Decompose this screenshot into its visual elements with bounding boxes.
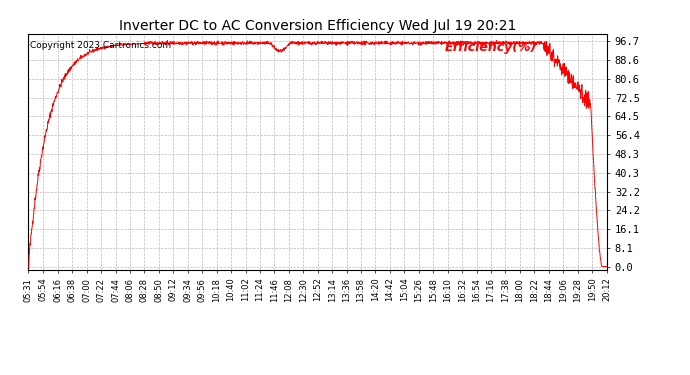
Text: Copyright 2023 Cartronics.com: Copyright 2023 Cartronics.com [30, 41, 172, 50]
Text: Efficiency(%): Efficiency(%) [445, 41, 537, 54]
Title: Inverter DC to AC Conversion Efficiency Wed Jul 19 20:21: Inverter DC to AC Conversion Efficiency … [119, 19, 516, 33]
